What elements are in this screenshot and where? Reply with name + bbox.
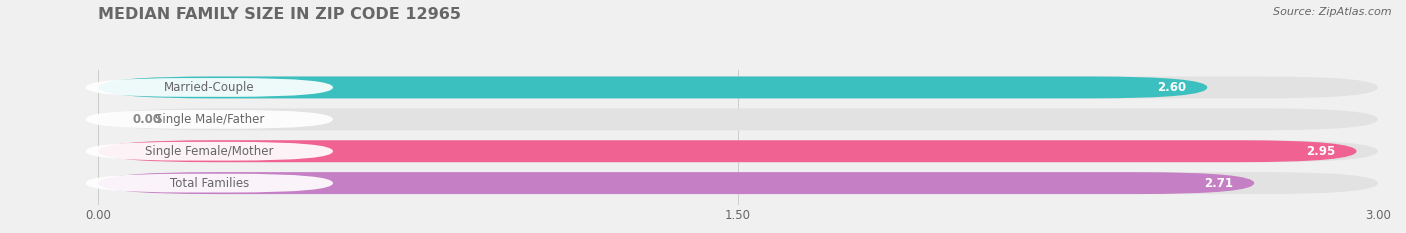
FancyBboxPatch shape [98,140,1357,162]
Text: MEDIAN FAMILY SIZE IN ZIP CODE 12965: MEDIAN FAMILY SIZE IN ZIP CODE 12965 [98,7,461,22]
FancyBboxPatch shape [98,140,1378,162]
FancyBboxPatch shape [98,76,1208,98]
Text: Married-Couple: Married-Couple [165,81,254,94]
FancyBboxPatch shape [98,108,1378,130]
Text: Single Male/Father: Single Male/Father [155,113,264,126]
FancyBboxPatch shape [98,76,1378,98]
Text: 2.95: 2.95 [1306,145,1336,158]
FancyBboxPatch shape [98,172,1254,194]
FancyBboxPatch shape [86,174,333,192]
Text: Single Female/Mother: Single Female/Mother [145,145,274,158]
Text: Total Families: Total Families [170,177,249,190]
FancyBboxPatch shape [98,172,1378,194]
Text: 0.00: 0.00 [132,113,162,126]
Text: Source: ZipAtlas.com: Source: ZipAtlas.com [1274,7,1392,17]
Text: 2.71: 2.71 [1204,177,1233,190]
FancyBboxPatch shape [86,142,333,161]
Text: 2.60: 2.60 [1157,81,1187,94]
FancyBboxPatch shape [86,110,333,129]
FancyBboxPatch shape [86,78,333,97]
